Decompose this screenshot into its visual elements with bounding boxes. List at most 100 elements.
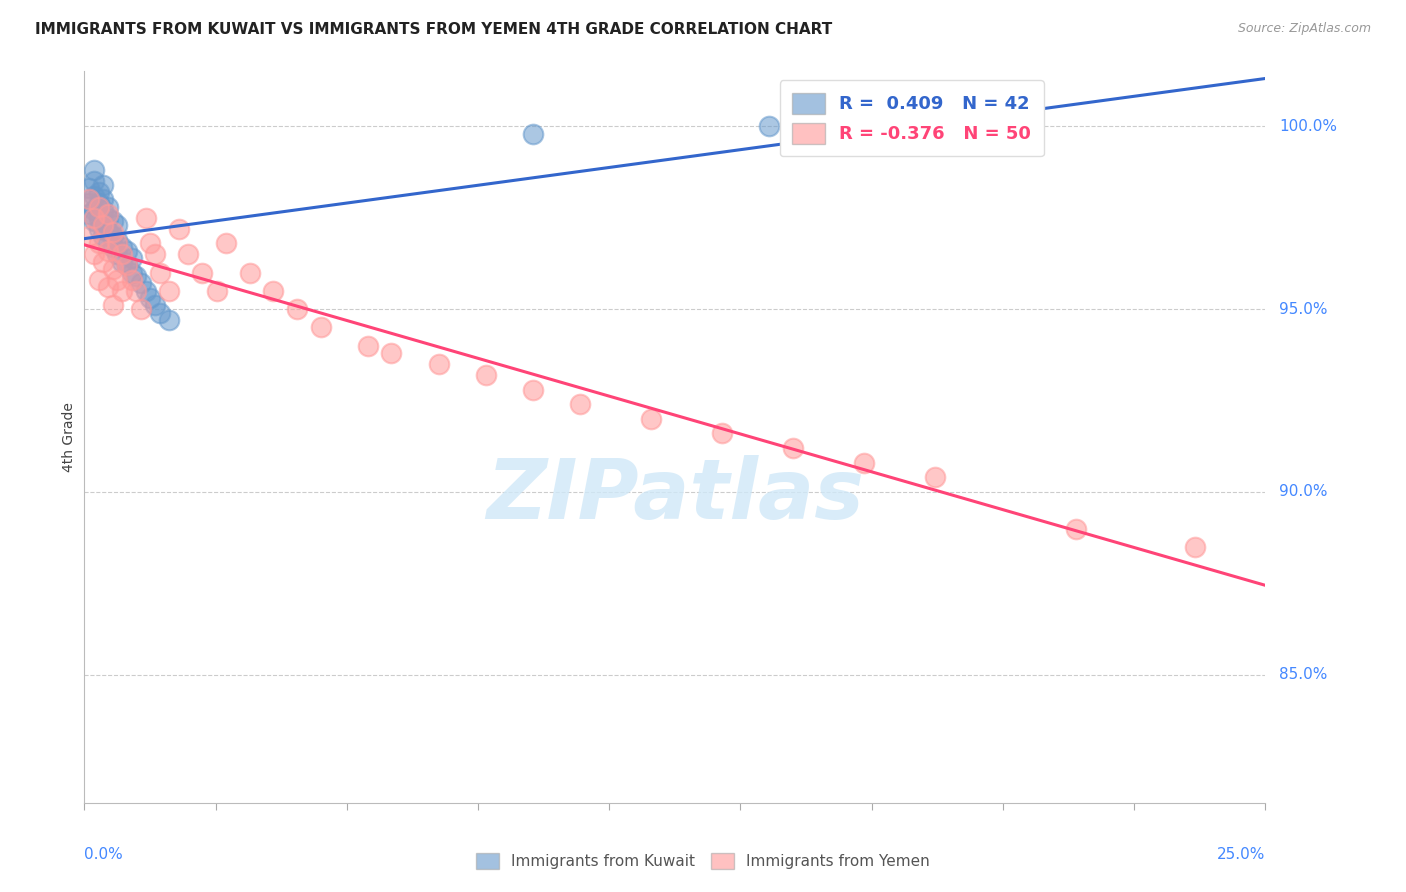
Point xyxy=(135,211,157,225)
Point xyxy=(83,247,105,261)
Point xyxy=(101,214,124,228)
Point xyxy=(91,228,114,243)
Point xyxy=(107,233,129,247)
Point xyxy=(191,265,214,279)
Point xyxy=(115,258,138,272)
Point xyxy=(87,221,110,235)
Point xyxy=(83,214,105,228)
Point xyxy=(97,225,120,239)
Point xyxy=(107,218,129,232)
Y-axis label: 4th Grade: 4th Grade xyxy=(62,402,76,472)
Point xyxy=(121,251,143,265)
Point xyxy=(205,284,228,298)
Text: 0.0%: 0.0% xyxy=(84,847,124,862)
Point xyxy=(87,196,110,211)
Point xyxy=(129,277,152,291)
Point xyxy=(215,236,238,251)
Point xyxy=(91,254,114,268)
Point xyxy=(239,265,262,279)
Point xyxy=(97,200,120,214)
Point xyxy=(475,368,498,382)
Point xyxy=(91,218,114,232)
Text: 100.0%: 100.0% xyxy=(1279,119,1337,134)
Point xyxy=(924,470,946,484)
Point xyxy=(522,127,544,141)
Point xyxy=(640,411,662,425)
Point xyxy=(101,225,124,239)
Point xyxy=(115,258,138,272)
Point xyxy=(852,456,875,470)
Point xyxy=(91,193,114,207)
Point xyxy=(569,397,592,411)
Point xyxy=(101,240,124,254)
Point xyxy=(782,441,804,455)
Point xyxy=(91,178,114,192)
Point xyxy=(97,236,120,251)
Point xyxy=(149,306,172,320)
Text: ZIPatlas: ZIPatlas xyxy=(486,455,863,536)
Point xyxy=(309,320,332,334)
Point xyxy=(107,236,129,251)
Point xyxy=(87,211,110,225)
Point xyxy=(427,357,450,371)
Point xyxy=(97,211,120,225)
Point xyxy=(125,284,148,298)
Point xyxy=(121,265,143,279)
Point xyxy=(77,193,100,207)
Point xyxy=(143,247,166,261)
Point xyxy=(125,269,148,284)
Point xyxy=(121,273,143,287)
Point xyxy=(522,383,544,397)
Point xyxy=(115,244,138,258)
Point xyxy=(87,236,110,251)
Point xyxy=(111,254,134,268)
Point xyxy=(111,240,134,254)
Legend: R =  0.409   N = 42, R = -0.376   N = 50: R = 0.409 N = 42, R = -0.376 N = 50 xyxy=(780,80,1043,156)
Point xyxy=(129,301,152,317)
Point xyxy=(87,273,110,287)
Point xyxy=(143,298,166,312)
Point xyxy=(83,174,105,188)
Point xyxy=(157,313,180,327)
Point xyxy=(83,203,105,218)
Point xyxy=(91,203,114,218)
Point xyxy=(285,301,308,317)
Point xyxy=(97,207,120,221)
Text: 90.0%: 90.0% xyxy=(1279,484,1327,500)
Point xyxy=(149,265,172,279)
Point xyxy=(157,284,180,298)
Point xyxy=(101,298,124,312)
Point xyxy=(87,185,110,199)
Point xyxy=(101,261,124,276)
Point xyxy=(177,247,200,261)
Point xyxy=(1066,521,1088,535)
Point xyxy=(167,221,190,235)
Point xyxy=(135,284,157,298)
Text: Source: ZipAtlas.com: Source: ZipAtlas.com xyxy=(1237,22,1371,36)
Point xyxy=(77,228,100,243)
Text: 25.0%: 25.0% xyxy=(1218,847,1265,862)
Point xyxy=(107,273,129,287)
Point xyxy=(97,280,120,294)
Text: IMMIGRANTS FROM KUWAIT VS IMMIGRANTS FROM YEMEN 4TH GRADE CORRELATION CHART: IMMIGRANTS FROM KUWAIT VS IMMIGRANTS FRO… xyxy=(35,22,832,37)
Point xyxy=(97,244,120,258)
Point xyxy=(1184,540,1206,554)
Point xyxy=(87,200,110,214)
Point xyxy=(77,196,100,211)
Point xyxy=(139,236,162,251)
Point xyxy=(77,207,100,221)
Point xyxy=(111,247,134,261)
Point xyxy=(711,426,734,441)
Point xyxy=(139,291,162,305)
Point xyxy=(107,247,129,261)
Point xyxy=(83,211,105,225)
Point xyxy=(758,119,780,133)
Text: 85.0%: 85.0% xyxy=(1279,667,1327,682)
Point xyxy=(380,346,402,360)
Point xyxy=(101,228,124,243)
Point xyxy=(111,284,134,298)
Point xyxy=(262,284,284,298)
Legend: Immigrants from Kuwait, Immigrants from Yemen: Immigrants from Kuwait, Immigrants from … xyxy=(470,847,936,875)
Point xyxy=(83,163,105,178)
Point xyxy=(91,218,114,232)
